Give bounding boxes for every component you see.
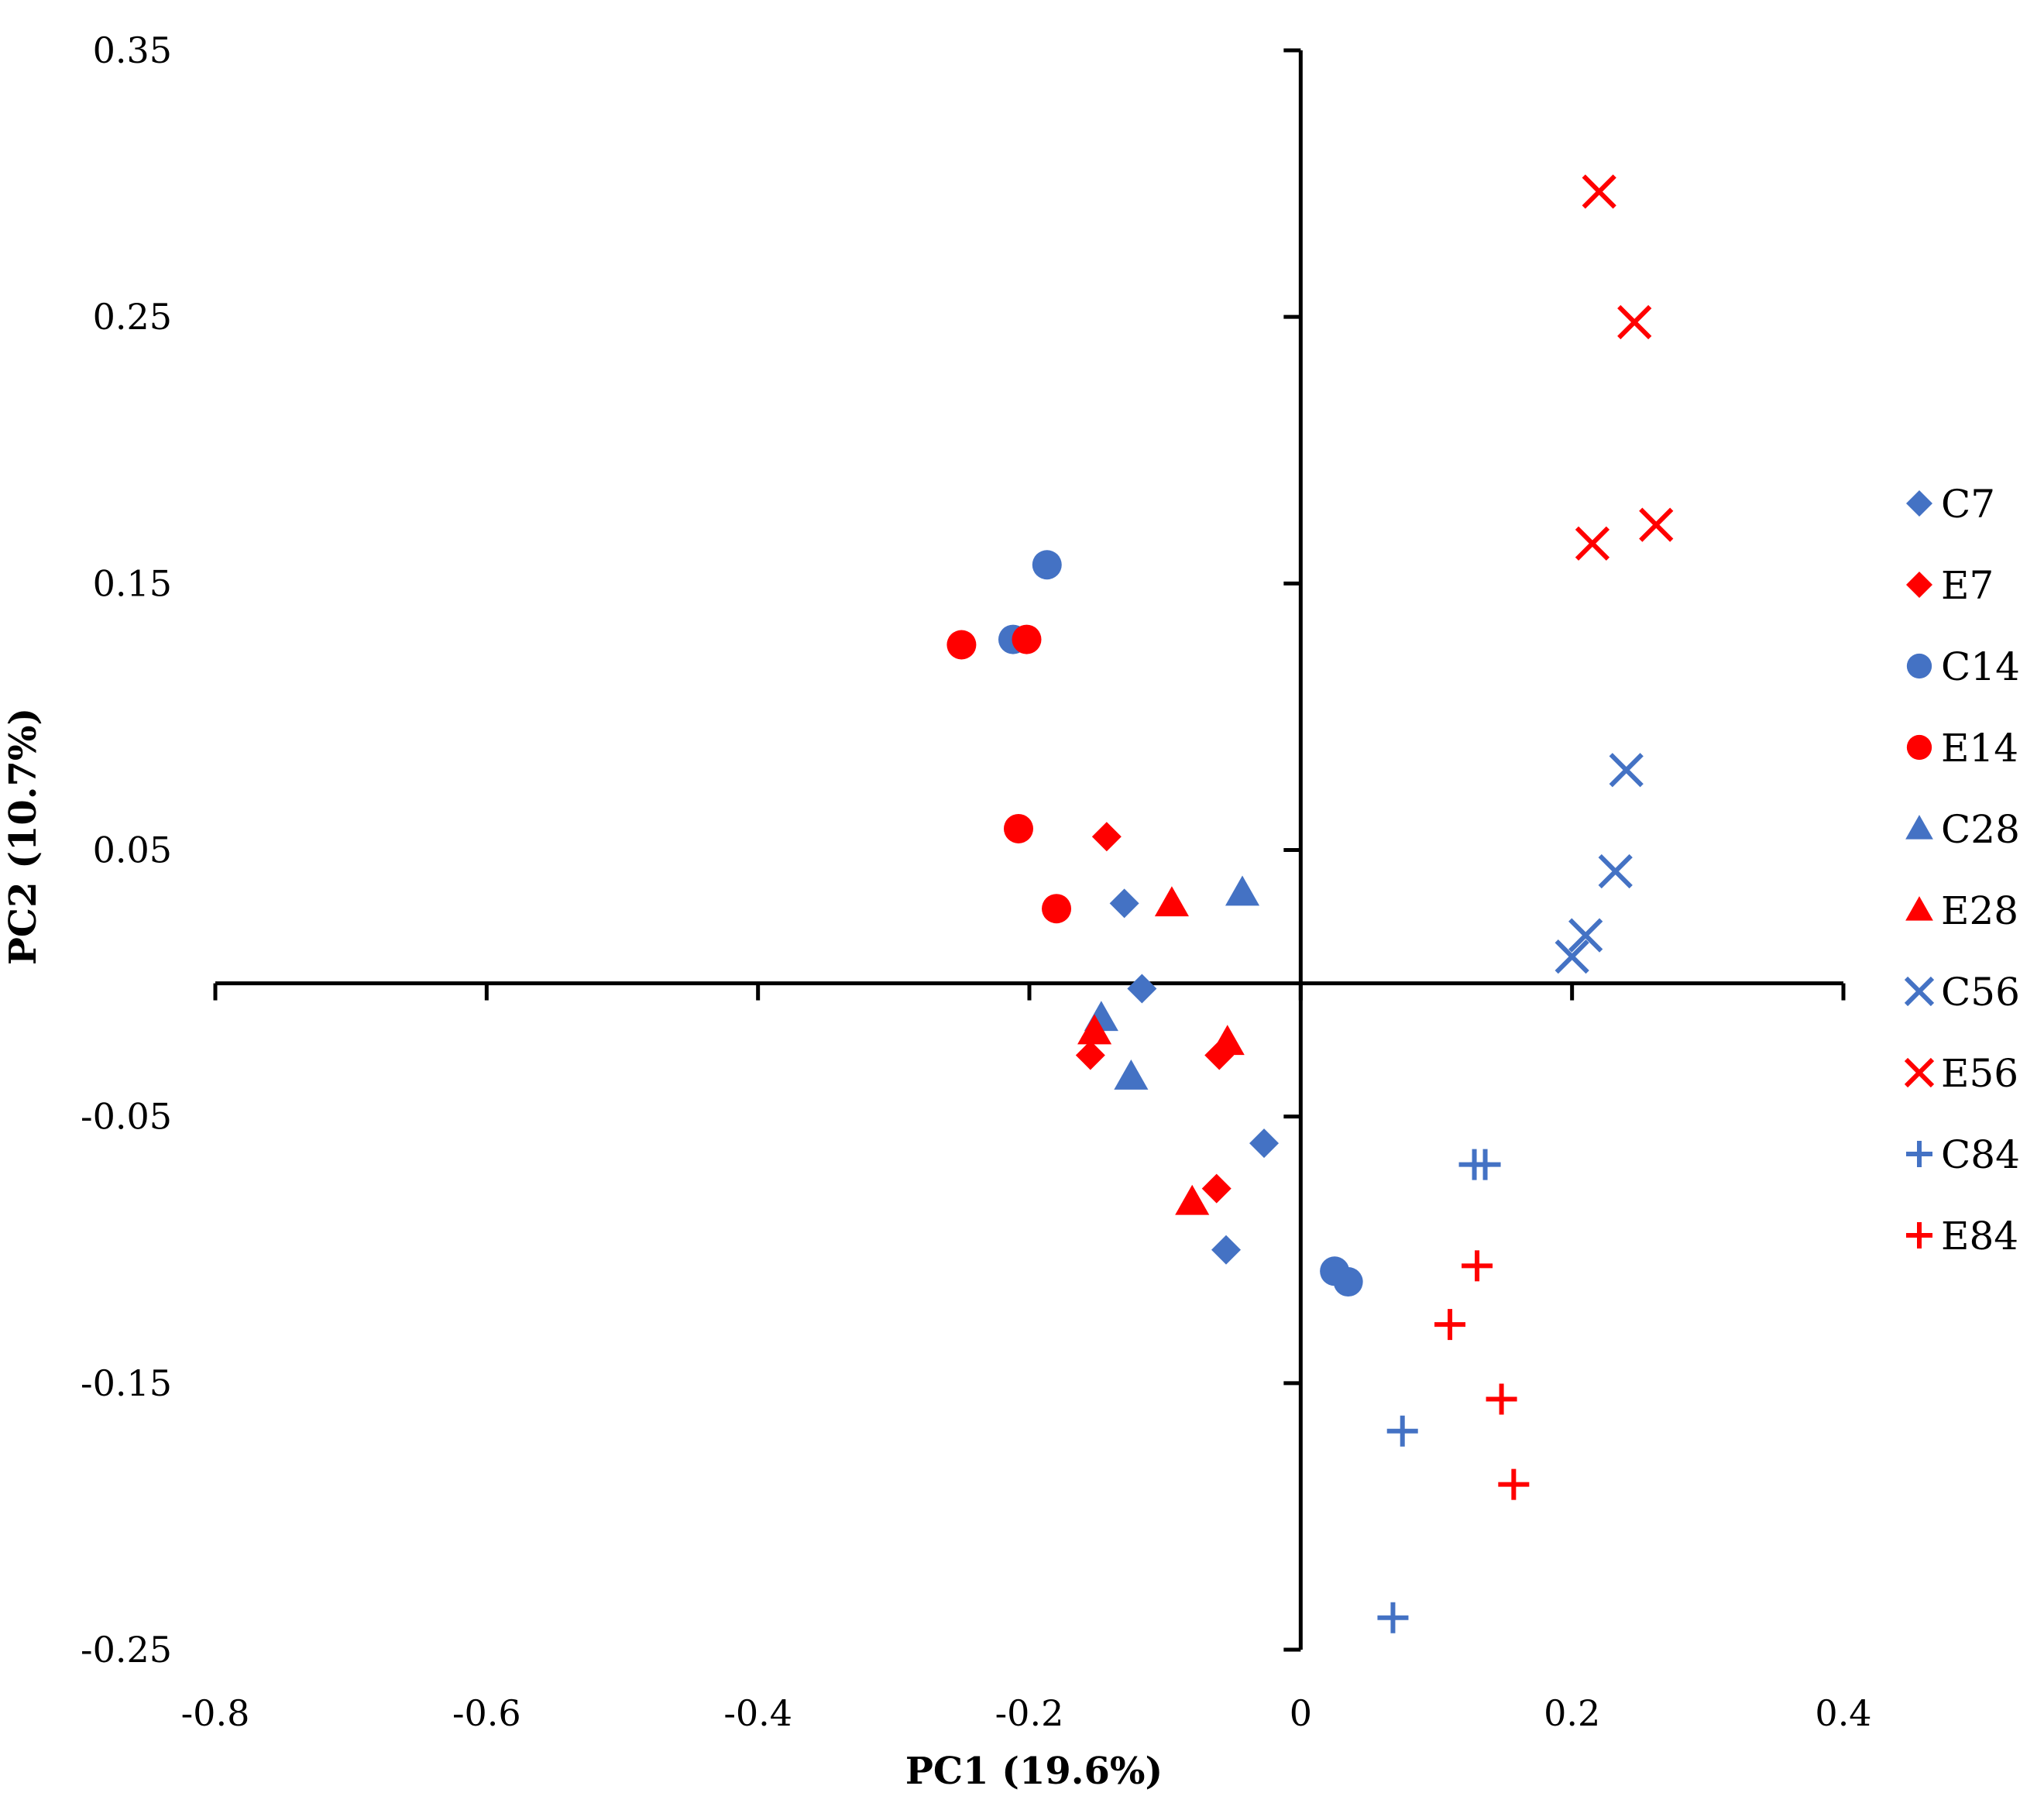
series-e28 [1077, 886, 1245, 1215]
data-point [1434, 1309, 1466, 1341]
data-point [1127, 974, 1157, 1004]
legend-marker [1906, 572, 1932, 598]
legend-item-e28: E28 [1905, 888, 2018, 933]
series-c14 [998, 550, 1363, 1297]
data-point [946, 630, 977, 660]
legend-marker [1906, 734, 1932, 761]
y-tick-label: -0.15 [81, 1362, 172, 1404]
legend-label: E28 [1941, 888, 2018, 933]
legend-item-c56: C56 [1904, 970, 2020, 1015]
data-point [1469, 1149, 1501, 1180]
series-c7 [1109, 888, 1280, 1265]
data-point [1377, 1602, 1409, 1633]
series-c56 [1554, 753, 1644, 974]
data-point [1582, 174, 1616, 209]
data-point [1575, 526, 1610, 561]
legend-marker [1906, 653, 1932, 679]
data-point [1609, 753, 1644, 788]
data-point [1091, 822, 1122, 852]
data-point [1462, 1250, 1493, 1282]
series-e56 [1575, 174, 1674, 561]
legend: C7 E7 C14 E14 C28 E28 C56 E56 C84 E84 [1904, 482, 2020, 1259]
legend-item-c7: C7 [1906, 482, 1995, 527]
data-point [1225, 875, 1260, 906]
series-e14 [946, 624, 1072, 924]
data-point [1109, 888, 1139, 919]
data-point [1012, 624, 1042, 654]
data-point [1639, 507, 1674, 542]
y-tick-label: -0.25 [81, 1629, 172, 1671]
legend-item-c84: C84 [1906, 1132, 2020, 1177]
data-point [1211, 1235, 1241, 1265]
data-point [1333, 1267, 1363, 1297]
series-c84 [1377, 1149, 1501, 1633]
legend-marker [1904, 1057, 1935, 1088]
y-tick-label: 0.05 [93, 829, 172, 871]
legend-label: E84 [1941, 1214, 2018, 1259]
data-point [1386, 1415, 1418, 1447]
legend-marker [1906, 490, 1932, 517]
x-tick-label: -0.2 [995, 1692, 1064, 1734]
data-point [1201, 1173, 1232, 1204]
data-point [1032, 550, 1062, 580]
legend-item-e84: E84 [1906, 1214, 2018, 1259]
x-tick-label: 0.4 [1815, 1692, 1871, 1734]
y-axis-title: PC2 (10.7%) [2, 708, 45, 965]
y-tick-label: -0.05 [81, 1096, 172, 1138]
legend-label: C28 [1941, 807, 2020, 852]
x-axis-title: PC1 (19.6%) [905, 1750, 1163, 1793]
legend-item-e7: E7 [1906, 563, 1994, 608]
legend-marker [1905, 896, 1933, 921]
data-point [1210, 1025, 1245, 1056]
data-point [1114, 1059, 1149, 1090]
data-point [1003, 813, 1033, 843]
legend-label: E14 [1941, 726, 2018, 771]
legend-item-c14: C14 [1906, 644, 2020, 689]
legend-label: C7 [1941, 482, 1995, 527]
data-point [1249, 1128, 1280, 1159]
legend-marker [1904, 976, 1935, 1007]
data-point [1554, 939, 1589, 974]
data-point [1077, 1014, 1112, 1045]
tick-labels: -0.8 -0.6 -0.4 -0.2 0 0.2 0.4 0.35 0.25 0.15 0.05 -… [81, 29, 1872, 1734]
x-tick-label: -0.6 [452, 1692, 521, 1734]
legend-item-e56: E56 [1904, 1051, 2018, 1096]
legend-item-c28: C28 [1905, 807, 2020, 852]
x-tick-label: 0 [1290, 1692, 1312, 1734]
y-tick-label: 0.15 [93, 562, 172, 604]
legend-marker [1905, 815, 1933, 840]
legend-label: E56 [1941, 1051, 2018, 1096]
data-point [1498, 1468, 1530, 1500]
data-point [1598, 853, 1633, 889]
data-point [1486, 1383, 1517, 1415]
data-points [946, 174, 1674, 1633]
legend-label: C56 [1941, 970, 2020, 1015]
data-point [1617, 304, 1652, 340]
x-tick-label: -0.4 [723, 1692, 792, 1734]
legend-marker [1906, 1141, 1932, 1167]
axes [213, 48, 1846, 1652]
x-tick-label: -0.8 [181, 1692, 250, 1734]
y-tick-label: 0.25 [93, 296, 172, 338]
data-point [1154, 886, 1189, 917]
legend-label: E7 [1941, 563, 1994, 608]
data-point [1042, 894, 1072, 924]
legend-label: C84 [1941, 1132, 2020, 1177]
data-point [1175, 1184, 1210, 1215]
y-tick-label: 0.35 [93, 29, 172, 71]
series-e84 [1434, 1250, 1530, 1500]
data-point [1075, 1040, 1105, 1070]
legend-label: C14 [1941, 644, 2020, 689]
legend-item-e14: E14 [1906, 726, 2018, 771]
data-point [1568, 918, 1603, 953]
legend-marker [1906, 1222, 1932, 1248]
x-tick-label: 0.2 [1544, 1692, 1600, 1734]
